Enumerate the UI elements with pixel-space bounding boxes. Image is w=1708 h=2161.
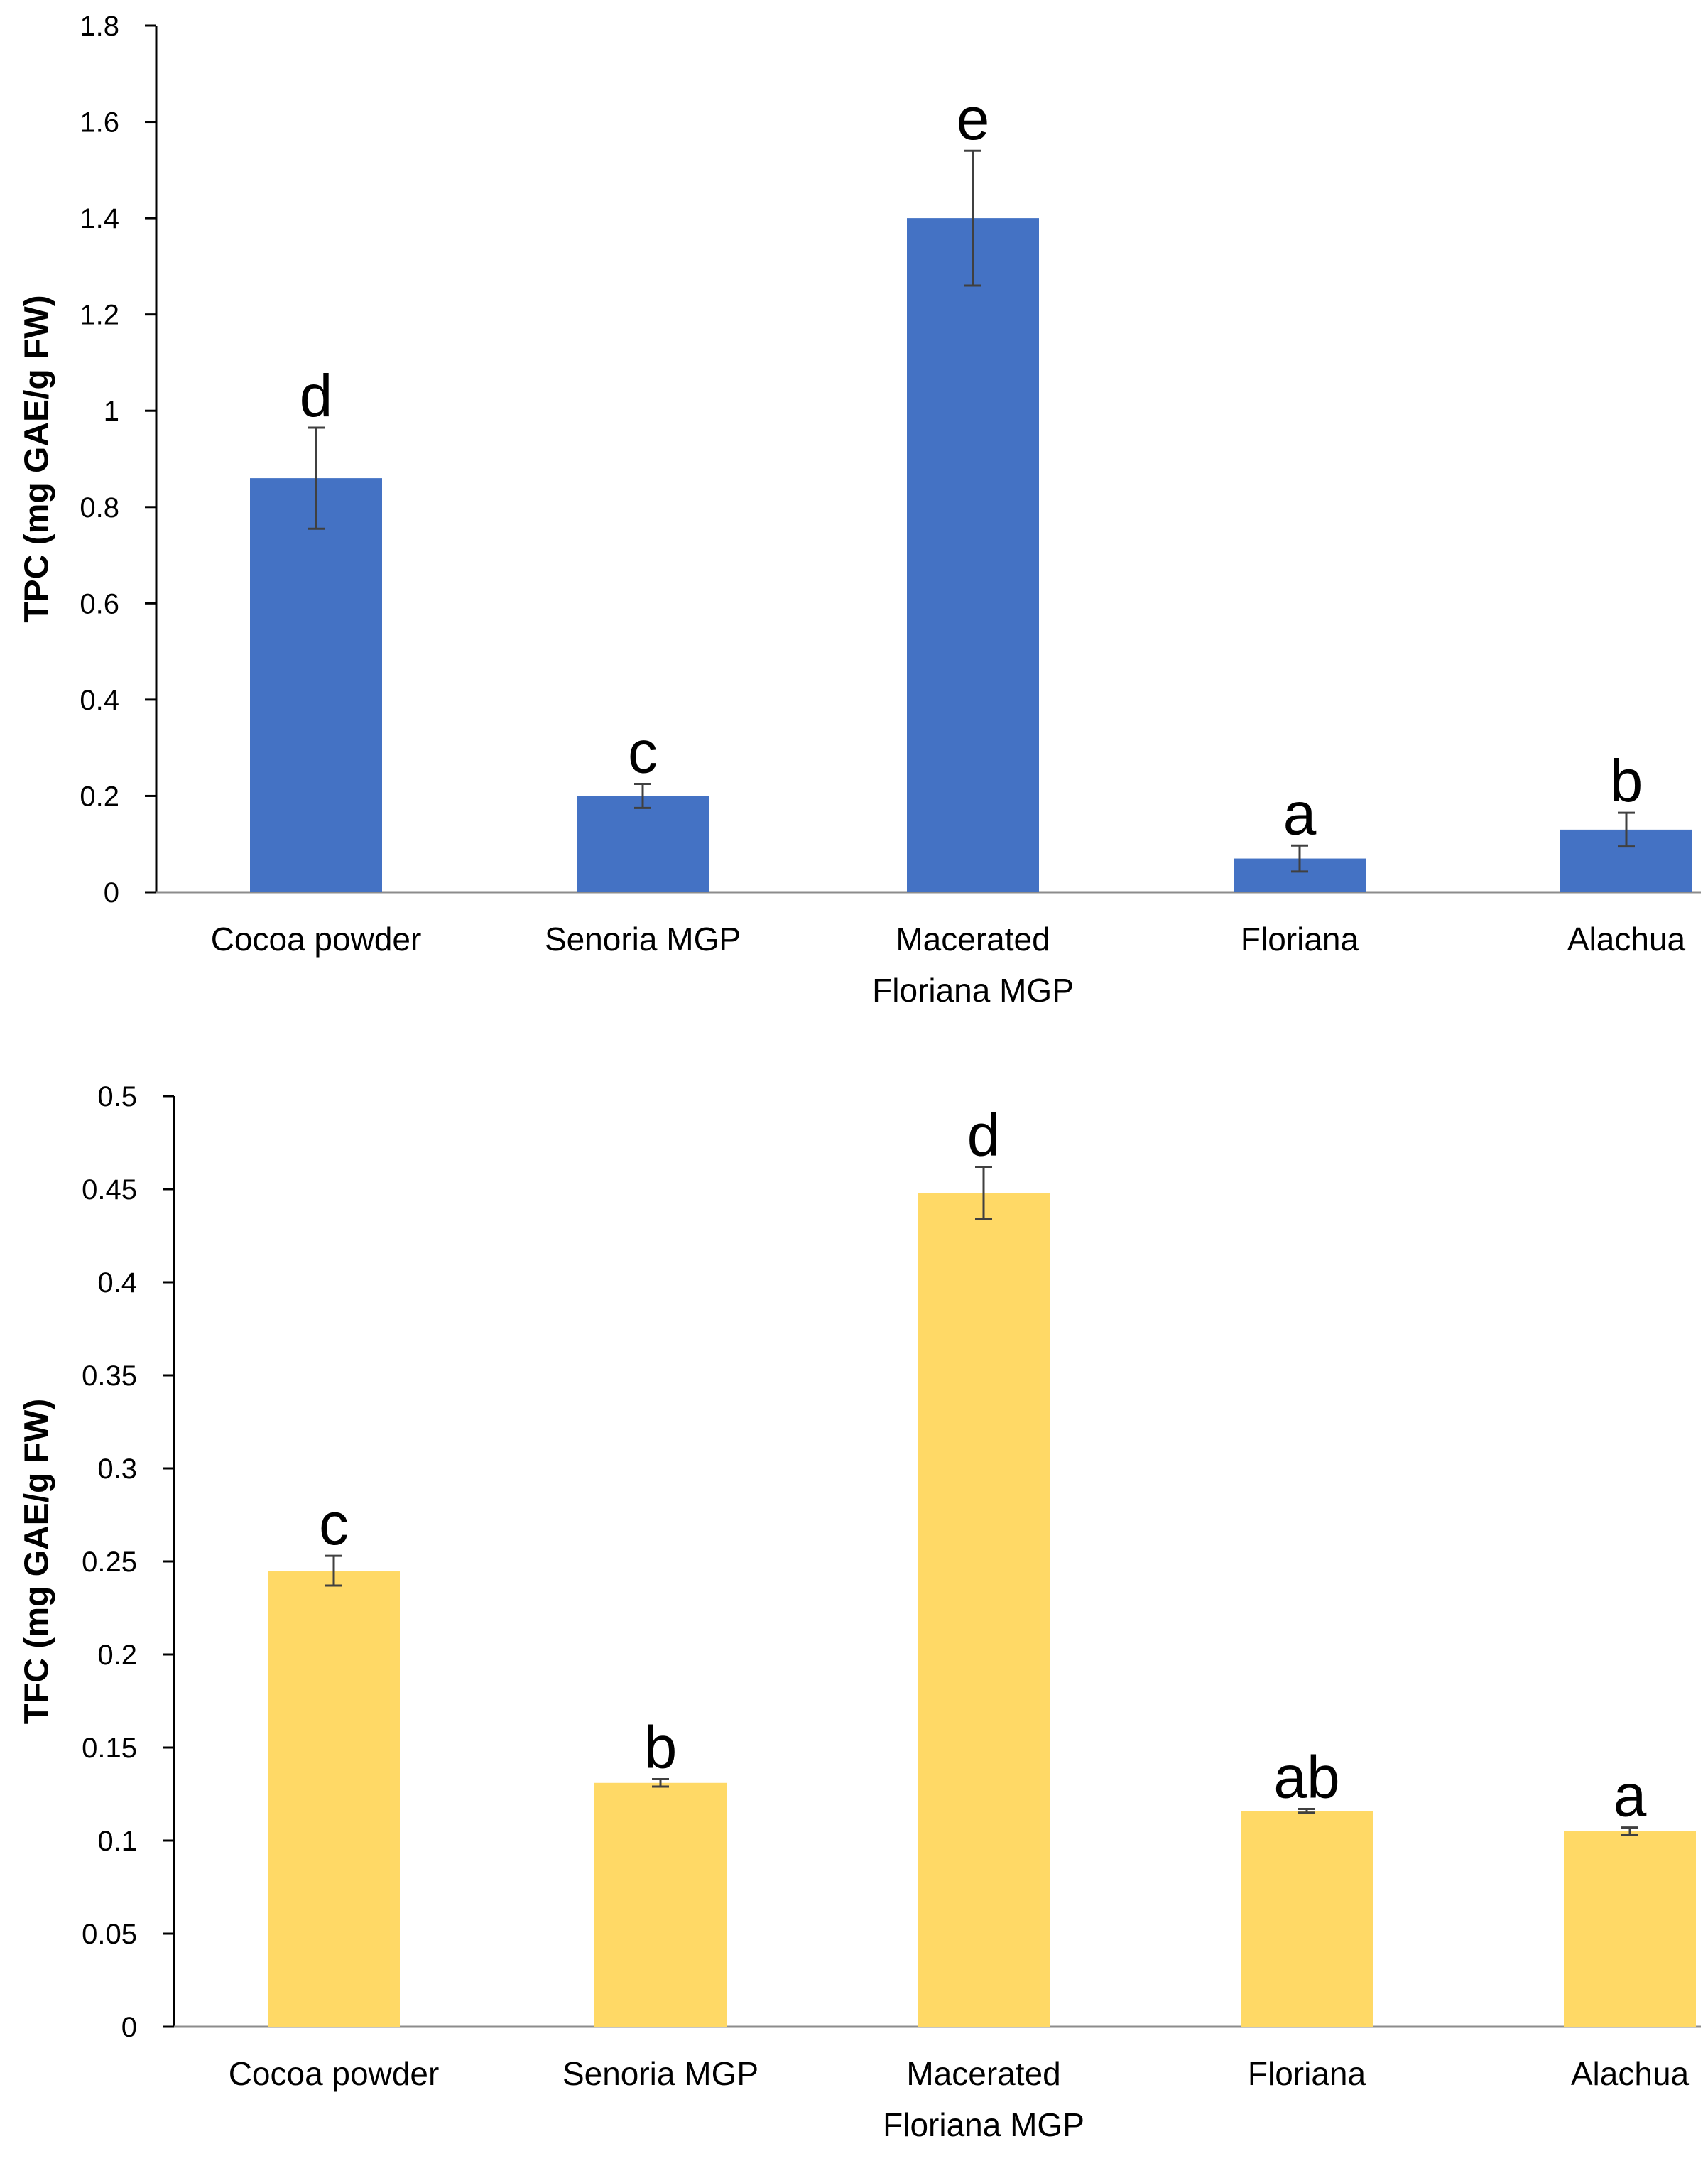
tpc-y-tick-label: 1	[104, 396, 119, 427]
tpc-category-label-line: Cocoa powder	[211, 921, 422, 958]
tfc-bar	[268, 1571, 400, 2027]
tpc-y-tick-label: 0.2	[80, 781, 119, 812]
tpc-significance-letter: d	[300, 362, 333, 429]
tpc-bar	[907, 218, 1039, 893]
tfc-bar	[594, 1782, 727, 2027]
tpc-chart: 0 0.2 0.4 0.6 0.8 1 1.2 1.4 1.6 1.8 TPC (mg GAE/g …	[18, 11, 1701, 1009]
tpc-category-label-line: Macerated	[896, 921, 1050, 958]
tfc-category-label-line: Macerated	[906, 2055, 1060, 2092]
tpc-y-tick-label: 0	[104, 877, 119, 909]
tpc-category-label: Cocoa powder	[211, 921, 422, 958]
tpc-bar	[577, 796, 709, 892]
tfc-category-label: Macerated Floriana MGP	[883, 2055, 1084, 2143]
tfc-bar	[1241, 1811, 1373, 2027]
tpc-category-label: Floriana	[1241, 921, 1359, 958]
tpc-category-label: Alachua	[1567, 921, 1686, 958]
tpc-category-label: Senoria MGP	[545, 921, 741, 958]
tpc-y-tick-label: 1.4	[80, 203, 119, 234]
tfc-y-tick-label: 0.2	[97, 1640, 137, 1671]
tfc-category-label-line: Floriana	[1248, 2055, 1366, 2092]
tfc-category-label-line: Senoria MGP	[562, 2055, 758, 2092]
tfc-y-tick-label: 0.4	[97, 1267, 137, 1299]
tfc-category-label-line: Cocoa powder	[229, 2055, 440, 2092]
tfc-significance-letter: d	[967, 1102, 1001, 1169]
tpc-significance-letter: e	[957, 85, 990, 152]
tpc-category-label-line: Alachua	[1567, 921, 1686, 958]
tpc-significance-letter: b	[1610, 747, 1643, 814]
tfc-chart: 0 0.05 0.1 0.15 0.2 0.25 0.3 0.35 0.4 0.45 0.5 TFC …	[18, 1081, 1701, 2143]
tpc-y-tick-label: 1.6	[80, 107, 119, 139]
tpc-category-label-line: Floriana MGP	[872, 972, 1074, 1009]
tfc-category-label: Senoria MGP	[562, 2055, 758, 2092]
tfc-significance-letter: b	[644, 1714, 678, 1781]
tfc-y-tick-label: 0.25	[82, 1547, 137, 1578]
tpc-significance-letter: a	[1283, 780, 1317, 847]
tfc-y-tick-label: 0.1	[97, 1826, 137, 1857]
tpc-y-tick-label: 0.4	[80, 685, 119, 716]
tpc-y-tick-label: 1.2	[80, 300, 119, 331]
tfc-y-axis-title: TFC (mg GAE/g FW)	[18, 1399, 56, 1725]
tfc-significance-letter: a	[1614, 1762, 1647, 1829]
tfc-y-tick-label: 0	[121, 2012, 137, 2043]
tfc-bar	[1564, 1831, 1696, 2027]
tpc-y-tick-label: 1.8	[80, 11, 119, 42]
tpc-category-label-line: Floriana	[1241, 921, 1359, 958]
tfc-category-label: Floriana	[1248, 2055, 1366, 2092]
tfc-category-label: Cocoa powder	[229, 2055, 440, 2092]
tpc-significance-letter: c	[628, 719, 658, 786]
tpc-y-tick-label: 0.8	[80, 492, 119, 524]
tfc-significance-letter: c	[319, 1490, 349, 1557]
tfc-y-tick-label: 0.3	[97, 1453, 137, 1485]
tfc-category-label-line: Alachua	[1571, 2055, 1690, 2092]
tfc-y-tick-label: 0.5	[97, 1081, 137, 1112]
tpc-bar	[250, 478, 382, 892]
tfc-y-tick-label: 0.45	[82, 1174, 137, 1206]
tfc-bar	[918, 1193, 1050, 2027]
tfc-category-label: Alachua	[1571, 2055, 1690, 2092]
tpc-y-tick-label: 0.6	[80, 588, 119, 619]
tfc-significance-letter: ab	[1273, 1743, 1339, 1810]
tfc-y-tick-label: 0.05	[82, 1919, 137, 1950]
tpc-y-axis-title: TPC (mg GAE/g FW)	[18, 295, 56, 622]
tfc-y-tick-label: 0.15	[82, 1733, 137, 1764]
tfc-y-tick-label: 0.35	[82, 1360, 137, 1392]
tpc-category-label: Macerated Floriana MGP	[872, 921, 1074, 1009]
tfc-category-label-line: Floriana MGP	[883, 2106, 1084, 2143]
tpc-category-label-line: Senoria MGP	[545, 921, 741, 958]
